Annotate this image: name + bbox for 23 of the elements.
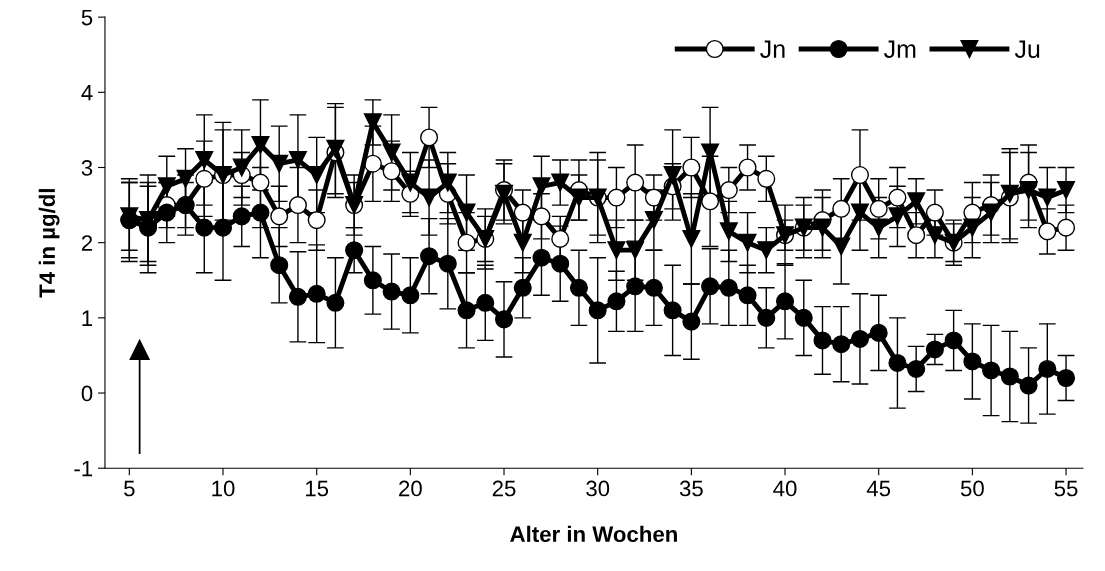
- y-tick-label: 3: [81, 160, 93, 176]
- x-tick-label: 25: [492, 480, 516, 497]
- x-tick-label: 40: [773, 480, 797, 497]
- y-tick-label: 4: [81, 85, 93, 101]
- x-tick-label: 50: [960, 480, 984, 497]
- x-axis-title: Alter in Wochen: [510, 525, 677, 543]
- y-tick-label: 0: [81, 385, 93, 402]
- x-tick-label: 5: [124, 480, 135, 497]
- legend-label: Ju: [1014, 40, 1040, 58]
- x-tick-label: 35: [679, 480, 703, 497]
- legend-label: Jm: [884, 40, 916, 58]
- x-tick-label: 15: [306, 480, 329, 497]
- legend-label: Jn: [760, 40, 785, 58]
- y-tick-label: -1: [74, 460, 93, 477]
- y-tick-label: 2: [81, 235, 93, 251]
- y-axis-title: T4 in µg/dl: [38, 189, 60, 298]
- y-tick-label: 1: [82, 310, 93, 326]
- y-tick-label: 5: [81, 9, 93, 26]
- x-tick-label: 55: [1054, 480, 1078, 497]
- x-tick-label: 20: [399, 480, 422, 497]
- x-tick-label: 30: [586, 480, 610, 497]
- x-tick-label: 45: [866, 480, 891, 497]
- x-tick-label: 10: [212, 480, 235, 497]
